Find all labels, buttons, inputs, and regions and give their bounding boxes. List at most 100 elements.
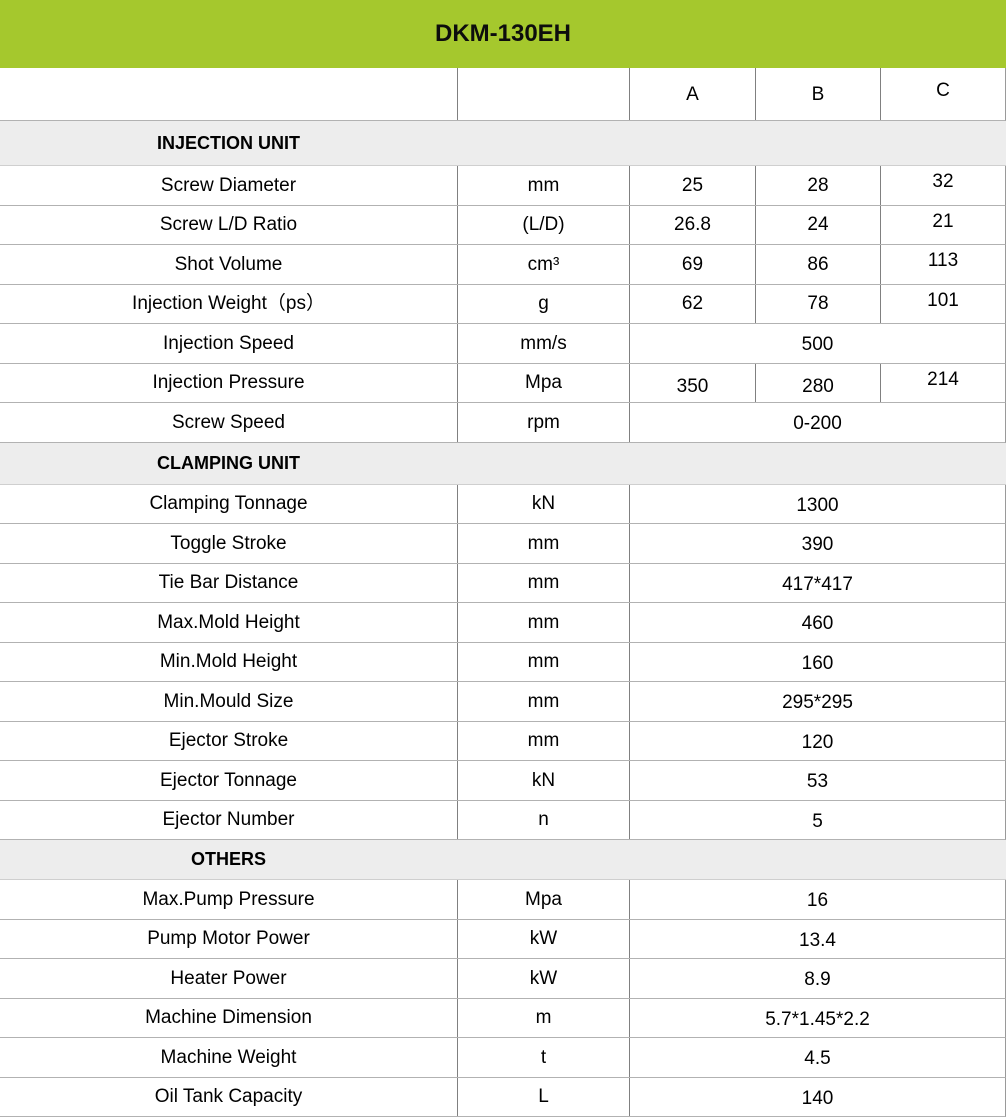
merged-value-cell: 417*417 (629, 563, 1005, 602)
table-row: Injection Speed mm/s 500 (0, 324, 1006, 364)
unit-cell: m (457, 998, 629, 1037)
column-header-a: A (629, 68, 755, 120)
value-a-cell: 26.8 (629, 205, 755, 244)
unit-cell: mm/s (457, 324, 629, 363)
unit-cell: kN (457, 484, 629, 523)
row-label: Toggle Stroke (170, 532, 287, 554)
unit-cell: mm (457, 603, 629, 642)
section-title: OTHERS (190, 849, 266, 869)
merged-value-cell: 8.9 (629, 959, 1005, 998)
merged-value-cell: 53 (629, 761, 1005, 800)
table-row: Toggle Stroke mm 390 (0, 524, 1006, 564)
merged-value-cell: 1300 (629, 484, 1005, 523)
value-a-cell: 69 (629, 245, 755, 284)
table-row: Ejector Number n 5 (0, 800, 1006, 840)
unit-cell: g (457, 284, 629, 323)
page-title: DKM-130EH (434, 20, 572, 47)
row-label: Tie Bar Distance (158, 572, 299, 594)
header-label-cell (0, 68, 457, 120)
table-row: Min.Mold Height mm 160 (0, 642, 1006, 682)
row-label: Ejector Tonnage (160, 769, 297, 791)
header-unit-cell (457, 68, 629, 120)
merged-value-cell: 16 (629, 880, 1005, 919)
unit-cell: t (457, 1038, 629, 1077)
row-label: Max.Mold Height (157, 611, 300, 633)
value-b-cell: 24 (755, 205, 880, 244)
unit-cell: Mpa (457, 363, 629, 402)
table-row: Injection Weight（ps） g 62 78 101 (0, 284, 1006, 324)
unit-cell: mm (457, 721, 629, 760)
value-b-cell: 86 (755, 245, 880, 284)
value-b-cell: 78 (755, 284, 880, 323)
merged-value-cell: 460 (629, 603, 1005, 642)
merged-value-cell: 5.7*1.45*2.2 (629, 998, 1005, 1037)
row-label: Heater Power (170, 967, 287, 989)
row-label: Injection Speed (163, 332, 294, 354)
row-label: Ejector Number (162, 809, 295, 831)
row-label: Ejector Stroke (168, 730, 289, 752)
unit-cell: Mpa (457, 880, 629, 919)
row-label: Machine Weight (160, 1046, 297, 1068)
section-title: INJECTION UNIT (156, 132, 300, 153)
unit-cell: mm (457, 682, 629, 721)
table-row: Max.Mold Height mm 460 (0, 603, 1006, 643)
table-row: Ejector Stroke mm 120 (0, 721, 1006, 761)
value-c-cell: 101 (880, 284, 1005, 323)
table-row: Oil Tank Capacity L 140 (0, 1077, 1006, 1117)
unit-cell: n (457, 800, 629, 839)
column-header-b: B (755, 68, 880, 120)
merged-value-cell: 0-200 (629, 403, 1005, 442)
value-b-cell: 28 (755, 166, 880, 205)
value-a-cell: 62 (629, 284, 755, 323)
unit-cell: mm (457, 563, 629, 602)
merged-value-cell: 140 (629, 1077, 1005, 1116)
section-header-injection-unit: INJECTION UNIT (0, 121, 1006, 166)
column-header-row: A B C (0, 68, 1006, 121)
unit-cell: kW (457, 919, 629, 958)
table-row: Min.Mould Size mm 295*295 (0, 682, 1006, 722)
section-header-others: OTHERS (0, 840, 1006, 880)
row-label: Injection Weight（ps） (132, 293, 325, 315)
merged-value-cell: 500 (629, 324, 1005, 363)
table-row: Pump Motor Power kW 13.4 (0, 919, 1006, 959)
value-c-cell: 32 (880, 166, 1005, 205)
title-banner: DKM-130EH (0, 0, 1006, 68)
unit-cell: kN (457, 761, 629, 800)
table-row: Screw Speed rpm 0-200 (0, 403, 1006, 443)
table-row: Tie Bar Distance mm 417*417 (0, 563, 1006, 603)
table-row: Machine Weight t 4.5 (0, 1038, 1006, 1078)
row-label: Min.Mold Height (159, 651, 298, 673)
row-label: Oil Tank Capacity (154, 1086, 303, 1108)
table-row: Screw L/D Ratio (L/D) 26.8 24 21 (0, 205, 1006, 245)
column-header-c: C (880, 68, 1005, 120)
value-c-cell: 21 (880, 205, 1005, 244)
unit-cell: cm³ (457, 245, 629, 284)
merged-value-cell: 13.4 (629, 919, 1005, 958)
section-header-clamping-unit: CLAMPING UNIT (0, 442, 1006, 485)
row-label: Screw Speed (171, 411, 285, 433)
unit-cell: (L/D) (457, 205, 629, 244)
merged-value-cell: 5 (629, 800, 1005, 839)
merged-value-cell: 4.5 (629, 1038, 1005, 1077)
table-row: Screw Diameter mm 25 28 32 (0, 166, 1006, 206)
unit-cell: L (457, 1077, 629, 1116)
merged-value-cell: 295*295 (629, 682, 1005, 721)
table-row: Max.Pump Pressure Mpa 16 (0, 880, 1006, 920)
unit-cell: kW (457, 959, 629, 998)
merged-value-cell: 120 (629, 721, 1005, 760)
table-row: Machine Dimension m 5.7*1.45*2.2 (0, 998, 1006, 1038)
value-a-cell: 350 (629, 363, 755, 402)
table-row: Heater Power kW 8.9 (0, 959, 1006, 999)
row-label: Screw Diameter (160, 174, 297, 196)
value-b-cell: 280 (755, 363, 880, 402)
merged-value-cell: 390 (629, 524, 1005, 563)
row-label: Injection Pressure (152, 372, 305, 394)
table-row: Shot Volume cm³ 69 86 113 (0, 245, 1006, 285)
unit-cell: mm (457, 524, 629, 563)
table-row: Ejector Tonnage kN 53 (0, 761, 1006, 801)
unit-cell: rpm (457, 403, 629, 442)
table-row: Clamping Tonnage kN 1300 (0, 484, 1006, 524)
merged-value-cell: 160 (629, 642, 1005, 681)
row-label: Screw L/D Ratio (159, 214, 298, 236)
